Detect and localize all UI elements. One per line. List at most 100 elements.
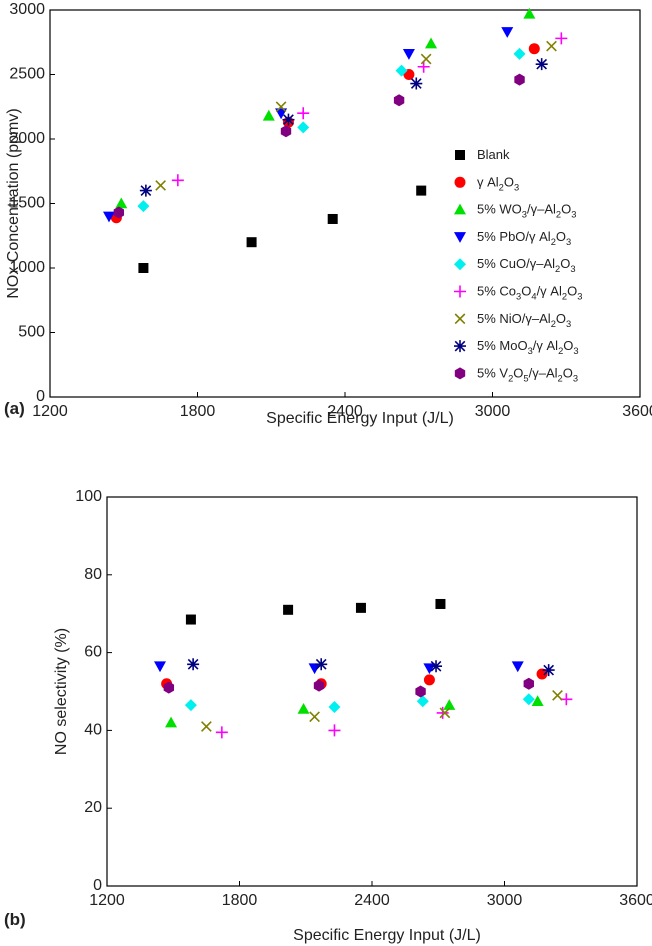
y-tick-label: 100 <box>75 488 102 505</box>
y-axis-label: NO selectivity (%) <box>53 628 70 755</box>
legend-marker <box>454 258 466 271</box>
marker <box>416 185 427 196</box>
marker <box>309 711 320 723</box>
marker <box>155 180 166 191</box>
y-tick-label: 500 <box>18 324 45 341</box>
x-axis-label: Specific Energy Input (J/L) <box>293 927 481 944</box>
marker <box>313 679 325 692</box>
plot-frame <box>106 496 638 887</box>
marker <box>423 674 435 686</box>
legend-label: 5% NiO/γ–Al2O3 <box>477 311 571 329</box>
marker <box>297 107 310 120</box>
marker <box>395 64 408 77</box>
marker <box>262 109 275 121</box>
x-tick-label: 1200 <box>89 892 125 909</box>
marker <box>513 47 526 60</box>
marker <box>542 664 555 677</box>
y-tick-label: 0 <box>36 388 45 405</box>
legend-marker <box>454 232 466 243</box>
marker <box>308 663 321 675</box>
marker <box>420 53 432 65</box>
marker <box>546 40 557 52</box>
marker <box>415 685 426 698</box>
marker <box>425 37 438 49</box>
marker <box>416 695 429 708</box>
marker <box>501 27 514 38</box>
marker <box>523 677 534 690</box>
marker <box>165 716 178 728</box>
marker <box>297 703 310 714</box>
marker <box>137 200 150 213</box>
x-tick-label: 3000 <box>475 403 511 420</box>
y-axis-label: NOx Concentration (ppmv) <box>5 108 22 298</box>
y-tick-label: 40 <box>84 722 102 739</box>
marker <box>522 693 535 706</box>
marker <box>246 237 257 248</box>
marker <box>163 681 175 694</box>
legend-marker <box>454 285 466 298</box>
marker <box>171 174 184 187</box>
x-axis-label: Specific Energy Input (J/L) <box>266 410 454 427</box>
marker <box>410 77 423 90</box>
legend-label: 5% V2O5/γ–Al2O3 <box>477 366 578 384</box>
x-tick-label: 3600 <box>619 892 652 909</box>
marker <box>531 695 544 707</box>
marker <box>328 701 341 714</box>
marker <box>402 49 415 60</box>
x-tick-label: 3600 <box>622 403 652 420</box>
legend-label: 5% MoO3/γ Al2O3 <box>477 339 579 357</box>
panel-label: (b) <box>4 910 26 929</box>
marker <box>297 121 310 134</box>
y-tick-label: 60 <box>84 644 102 661</box>
marker <box>430 660 443 673</box>
marker <box>103 211 115 223</box>
legend-marker <box>454 176 466 188</box>
legend-label: 5% WO3/γ–Al2O3 <box>477 202 576 220</box>
marker <box>443 699 456 710</box>
legend-label: 5% CuO/γ–Al2O3 <box>477 257 576 275</box>
x-tick-label: 1800 <box>222 892 258 909</box>
marker <box>328 724 341 737</box>
marker <box>215 726 228 739</box>
marker <box>528 43 540 55</box>
legend-label: γ Al2O3 <box>477 175 519 193</box>
panel-label: (a) <box>4 399 25 418</box>
legend-marker <box>454 203 466 215</box>
x-tick-label: 1200 <box>32 403 68 420</box>
marker <box>535 58 548 71</box>
marker <box>439 707 451 719</box>
marker <box>113 206 125 219</box>
marker <box>283 604 294 615</box>
legend-marker <box>454 367 466 380</box>
marker <box>511 661 524 673</box>
marker <box>355 602 366 613</box>
marker <box>514 73 525 86</box>
legend-label: 5% PbO/γ Al2O3 <box>477 229 571 247</box>
marker <box>552 690 563 701</box>
marker <box>327 213 338 224</box>
marker <box>185 614 196 625</box>
marker <box>417 60 430 73</box>
y-tick-label: 0 <box>93 877 102 894</box>
x-tick-label: 2400 <box>327 403 363 420</box>
marker <box>555 32 568 45</box>
legend-marker <box>454 340 466 353</box>
marker <box>282 113 295 126</box>
marker <box>184 699 197 712</box>
y-tick-label: 2500 <box>9 66 45 83</box>
marker <box>275 101 287 113</box>
marker <box>393 94 405 107</box>
marker <box>201 721 212 732</box>
marker <box>115 197 128 209</box>
y-tick-label: 1500 <box>9 195 45 212</box>
marker <box>435 598 446 609</box>
legend-label: Blank <box>477 147 510 162</box>
marker <box>280 125 292 138</box>
y-tick-label: 3000 <box>9 1 45 18</box>
marker <box>536 668 548 680</box>
y-tick-label: 2000 <box>9 130 45 147</box>
marker <box>315 658 328 671</box>
y-tick-label: 20 <box>84 799 102 816</box>
marker <box>523 7 536 19</box>
